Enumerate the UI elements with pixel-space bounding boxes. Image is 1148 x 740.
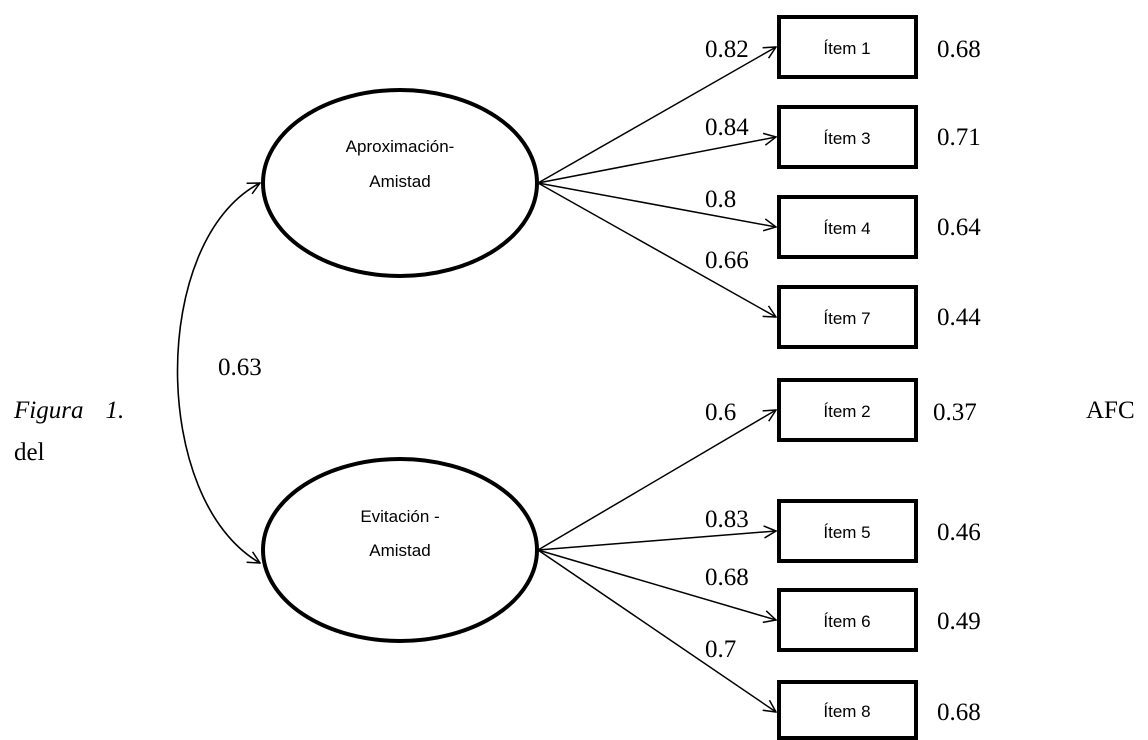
observed-item-label: Ítem 1 — [823, 39, 870, 58]
r2-value-item-8: 0.68 — [937, 699, 981, 726]
latent-factor-evitacion: Evitación - Amistad — [261, 457, 539, 643]
observed-item-label: Ítem 4 — [823, 219, 870, 238]
loading-path-item-4 — [537, 182, 776, 227]
observed-item-7: Ítem 7 — [777, 285, 918, 349]
loading-value-item-7: 0.66 — [705, 247, 749, 274]
observed-item-label: Ítem 5 — [823, 523, 870, 542]
latent-factor-label-line1: Aproximación- — [346, 137, 455, 156]
figure-caption-trailing: AFC — [1086, 397, 1135, 424]
observed-item-5: Ítem 5 — [777, 499, 918, 563]
loading-path-item-8 — [537, 549, 776, 712]
figure-caption-line2: del — [14, 439, 45, 466]
loading-value-item-6: 0.68 — [705, 564, 749, 591]
factor-correlation-value: 0.63 — [218, 354, 262, 381]
observed-item-2: Ítem 2 — [777, 378, 918, 442]
r2-value-item-1: 0.68 — [937, 36, 981, 63]
loading-value-item-4: 0.8 — [705, 186, 736, 213]
loading-value-item-5: 0.83 — [705, 506, 749, 533]
r2-value-item-5: 0.46 — [937, 519, 981, 546]
loading-value-item-3: 0.84 — [705, 114, 749, 141]
loading-path-item-2 — [537, 410, 776, 551]
r2-value-item-4: 0.64 — [937, 214, 981, 241]
latent-factor-ellipse — [261, 88, 539, 278]
factor-correlation-arc — [176, 183, 261, 563]
latent-factor-label-line1: Evitación - — [360, 507, 439, 526]
observed-item-label: Ítem 6 — [823, 612, 870, 631]
loading-path-item-7 — [537, 182, 776, 317]
latent-factor-ellipse — [261, 457, 539, 643]
loading-path-item-6 — [537, 549, 776, 620]
latent-factor-aproximacion: Aproximación- Amistad — [261, 88, 539, 278]
figure-caption-word: Figura — [14, 397, 84, 424]
observed-item-8: Ítem 8 — [777, 680, 918, 740]
observed-item-box — [777, 499, 918, 563]
loading-path-item-5 — [537, 531, 776, 551]
observed-item-box — [777, 588, 918, 652]
loading-value-item-8: 0.7 — [705, 636, 736, 663]
r2-value-item-7: 0.44 — [937, 304, 981, 331]
figure-caption-number: 1. — [105, 397, 125, 424]
latent-factor-label-line2: Amistad — [369, 172, 430, 191]
observed-item-6: Ítem 6 — [777, 588, 918, 652]
observed-item-box — [777, 15, 918, 79]
loading-path-item-3 — [537, 137, 776, 184]
observed-item-1: Ítem 1 — [777, 15, 918, 79]
loading-path-item-1 — [537, 47, 776, 184]
observed-item-box — [777, 195, 918, 259]
observed-item-label: Ítem 7 — [823, 309, 870, 328]
observed-item-label: Ítem 2 — [823, 402, 870, 421]
observed-item-box — [777, 378, 918, 442]
observed-item-4: Ítem 4 — [777, 195, 918, 259]
loading-value-item-2: 0.6 — [705, 399, 736, 426]
observed-item-label: Ítem 8 — [823, 702, 870, 721]
observed-item-3: Ítem 3 — [777, 105, 918, 169]
observed-item-box — [777, 105, 918, 169]
r2-value-item-3: 0.71 — [937, 124, 981, 151]
latent-factor-label-line2: Amistad — [369, 541, 430, 560]
loading-value-item-1: 0.82 — [705, 36, 749, 63]
figure-caption-label: Figura 1. — [14, 398, 124, 423]
r2-value-item-6: 0.49 — [937, 608, 981, 635]
r2-value-item-2: 0.37 — [933, 399, 977, 426]
observed-item-box — [777, 680, 918, 740]
observed-item-label: Ítem 3 — [823, 129, 870, 148]
observed-item-box — [777, 285, 918, 349]
